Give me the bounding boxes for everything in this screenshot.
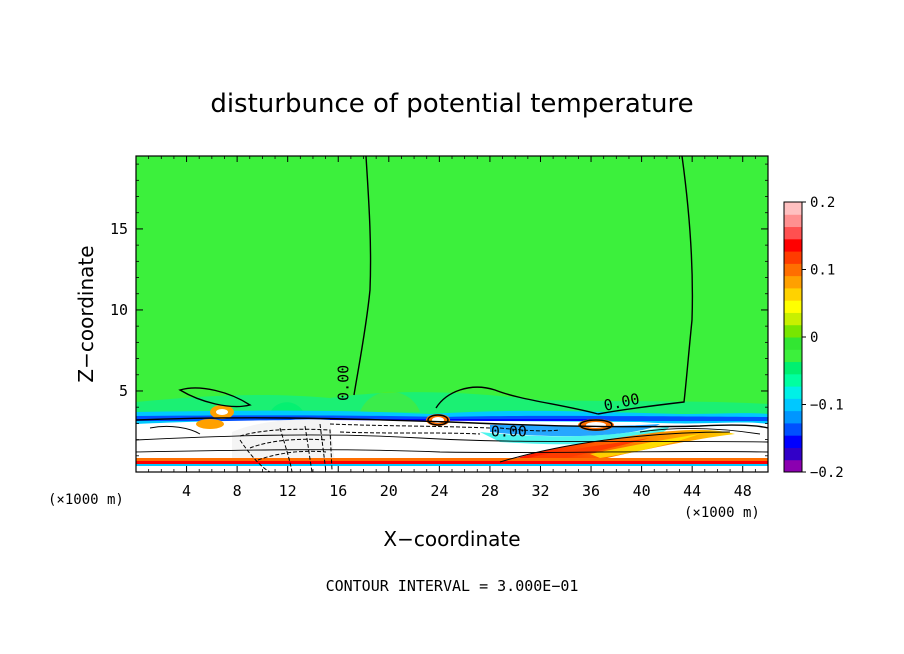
dashed-1 (329, 423, 491, 429)
contour-arch (435, 386, 599, 415)
contour-interval-note: CONTOUR INTERVAL = 3.000E−01 (326, 577, 579, 595)
x-tick-label: 12 (279, 482, 297, 500)
colorbar-tick-label: 0.2 (810, 195, 835, 211)
contour-lower-3 (639, 427, 761, 435)
contour-zero-left (353, 156, 372, 396)
x-tick-label: 24 (430, 482, 448, 500)
colorbar-swatch (784, 459, 802, 473)
contour-spot-2 (427, 414, 449, 426)
colorbar-swatch (784, 226, 802, 240)
y-tick-label: 10 (110, 301, 128, 319)
colorbar-tick-label: −0.2 (810, 465, 844, 481)
x-tick-label: 4 (182, 482, 191, 500)
colorbar-swatch (784, 263, 802, 277)
dashed-8 (304, 425, 313, 472)
field-warm-spot-4 (196, 419, 224, 429)
contour-left-loop (178, 387, 252, 408)
colorbar-swatch (784, 386, 802, 399)
plot-area (136, 156, 768, 472)
colorbar-swatch (784, 410, 802, 424)
contour-label: 0.00 (334, 365, 352, 401)
x-tick-label: 8 (233, 482, 242, 500)
dashed-3 (239, 428, 333, 471)
colorbar-swatch (784, 238, 802, 252)
contour-dashed (239, 423, 561, 472)
field-blue-band (136, 415, 768, 421)
contour-label: 0.00 (491, 422, 527, 440)
x-axis: 4 8 12 16 20 24 28 32 36 40 44 48 (148, 156, 756, 500)
field-bottom-cyan (136, 464, 768, 466)
x-tick-label: 32 (531, 482, 549, 500)
y-axis: 5 10 15 (110, 163, 768, 457)
x-tick-label: 28 (481, 482, 499, 500)
x-tick-label: 20 (380, 482, 398, 500)
field-warm-spot-3-core (216, 409, 228, 415)
colorbar-swatch (784, 202, 802, 215)
x-axis-label: X−coordinate (383, 527, 520, 551)
colorbar-swatch (784, 349, 802, 363)
colorbar-swatch (784, 214, 802, 228)
contour-spot-1 (579, 419, 613, 431)
dashed-9 (319, 423, 327, 472)
x-tick-label: 48 (734, 482, 752, 500)
colorbar-swatch (784, 398, 802, 412)
field-warm-core (520, 438, 650, 462)
x-tick-label: 36 (582, 482, 600, 500)
dashed-6 (239, 439, 271, 472)
colorbar-swatch (784, 275, 802, 289)
contour-inversion (136, 417, 768, 429)
chart-title: disturbunce of potential temperature (210, 89, 693, 119)
field-bump-center (360, 391, 420, 412)
dashed-2 (339, 431, 481, 435)
contour-lower-1 (136, 434, 768, 443)
colorbar-tick-label: 0.1 (810, 263, 835, 279)
dashed-10 (499, 427, 561, 432)
colorbar-swatch (784, 435, 802, 448)
contour-plume-edge (499, 431, 731, 463)
colorbar-swatch (784, 251, 802, 264)
colorbar-swatch (784, 312, 802, 326)
colorbar-swatch (784, 324, 802, 338)
colorbar-tick-label: −0.1 (810, 398, 844, 414)
colorbar-swatch (784, 422, 802, 436)
dashed-4 (249, 438, 327, 449)
x-tick-label: 44 (683, 482, 701, 500)
colorbar-tick-label: 0 (810, 330, 818, 346)
contour-zero-right (597, 156, 694, 415)
field-bottom-red (136, 461, 768, 464)
y-tick-label: 15 (110, 220, 128, 238)
colorbar-swatch (784, 361, 802, 375)
colorbar-swatch (784, 447, 802, 461)
x-tick-label: 16 (329, 482, 347, 500)
dashed-7 (279, 427, 293, 472)
x-unit-right: (×1000 m) (684, 505, 760, 521)
colorbar-swatch (784, 287, 802, 301)
y-axis-label: Z−coordinate (74, 245, 98, 382)
x-unit-left: (×1000 m) (48, 492, 124, 508)
contour-lines (136, 156, 768, 463)
dashed-5 (257, 450, 327, 461)
colorbar-swatch (784, 300, 802, 313)
field-bottom-orange (136, 458, 768, 461)
contour-lower-2 (136, 449, 768, 454)
y-tick-label: 5 (119, 382, 128, 400)
colorbar: 0.2 0.1 0 −0.1 −0.2 (783, 195, 844, 481)
contour-lower-4 (149, 425, 201, 435)
colorbar-swatch (784, 337, 802, 350)
x-tick-label: 40 (633, 482, 651, 500)
colorbar-swatch (784, 373, 802, 387)
